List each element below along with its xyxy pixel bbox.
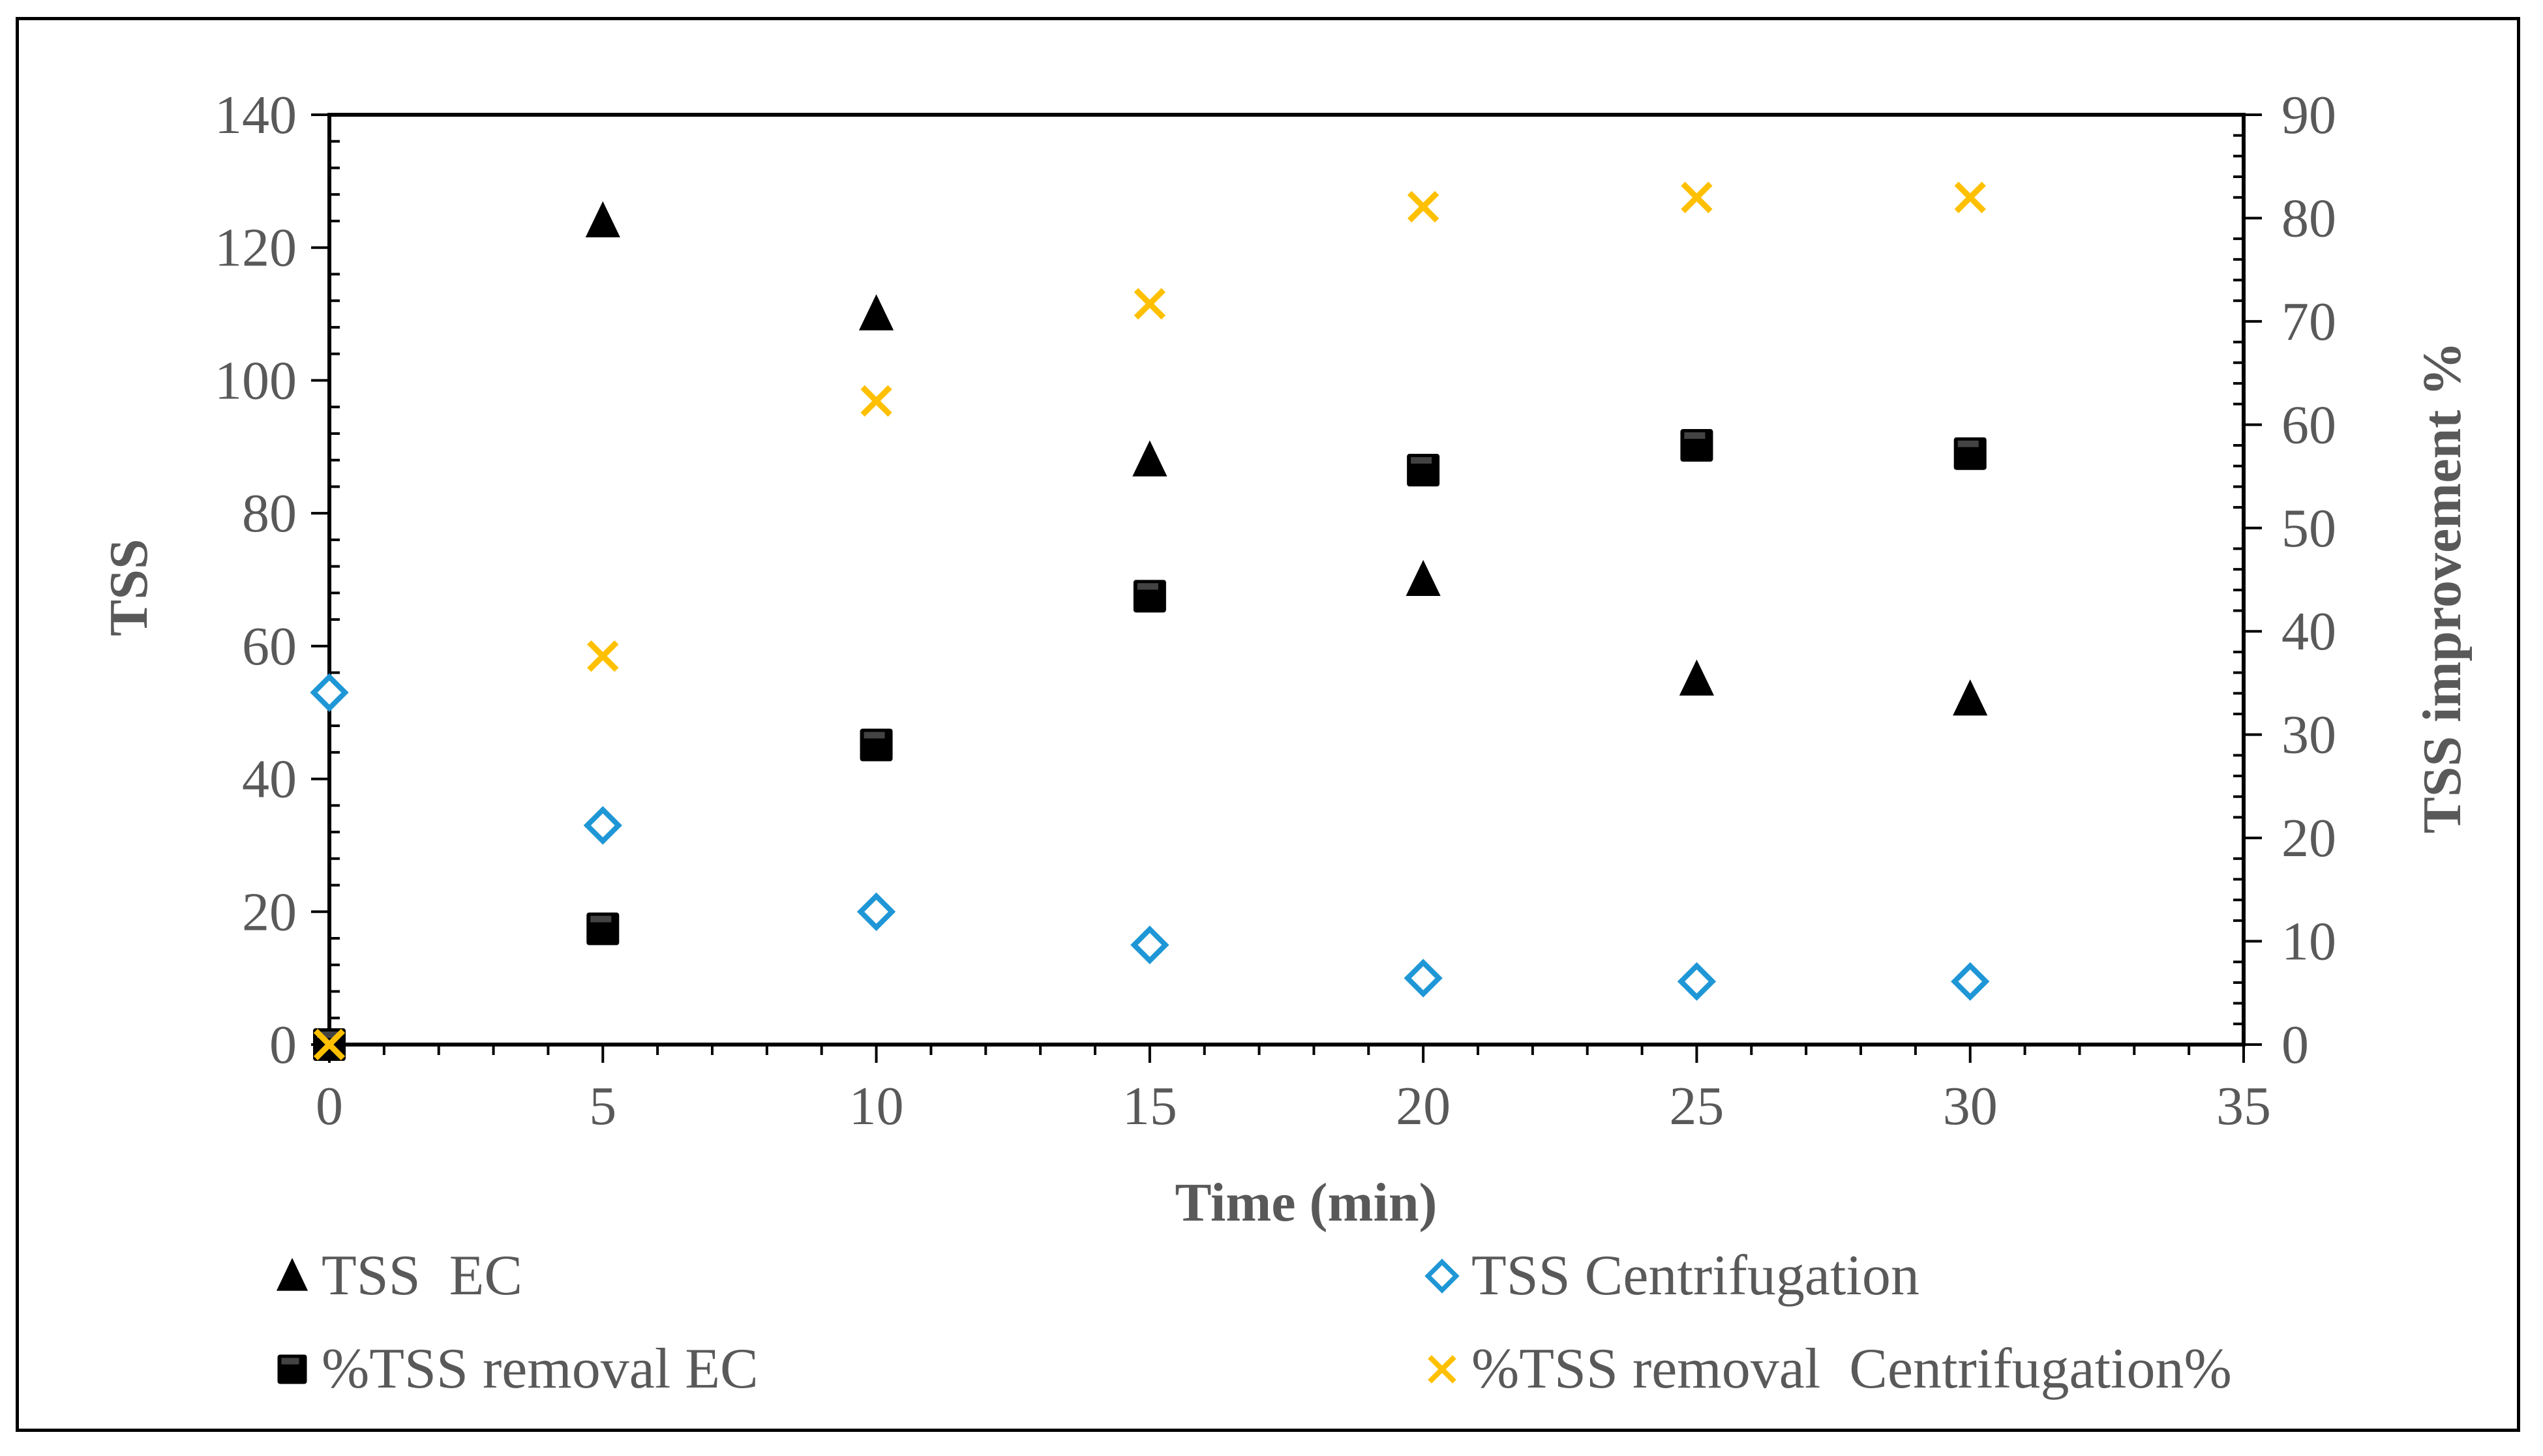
y-tick-label: 0 [269, 1015, 297, 1075]
point-x [1954, 181, 1986, 213]
point-square-highlight [1684, 432, 1706, 439]
point-diamond-open [1130, 925, 1169, 964]
y-tick-label: 20 [242, 882, 297, 942]
legend-marker-x [1428, 1355, 1456, 1384]
point-x-stroke-b [860, 385, 892, 417]
point-x [1407, 190, 1439, 223]
point-square [586, 912, 620, 945]
point-diamond-open [856, 892, 896, 931]
y-axis-title: TSS [98, 539, 159, 636]
point-square [1680, 429, 1713, 462]
axes-layer [311, 113, 2262, 1063]
legend-item: TSS Centrifugation [1424, 1244, 1919, 1307]
y2-tick-label: 0 [2281, 1015, 2309, 1075]
legend-marker-square-highlight [281, 1358, 299, 1365]
point-x-stroke-b [1954, 181, 1986, 213]
y-tick-label: 60 [242, 616, 297, 677]
legend-item: %TSS removal EC [277, 1337, 759, 1401]
y2-tick-label: 40 [2281, 601, 2336, 662]
x-axis-title: Time (min) [1175, 1172, 1437, 1233]
chart-frame [16, 17, 2520, 1432]
x-tick-label: 5 [589, 1076, 616, 1137]
y2-tick-label: 10 [2281, 912, 2336, 972]
point-x [860, 385, 892, 417]
x-tick-label: 0 [316, 1076, 343, 1137]
x-tick-label: 15 [1122, 1076, 1177, 1137]
x-tick-label: 35 [2216, 1076, 2271, 1137]
point-x [1681, 181, 1713, 213]
point-square-highlight [1411, 457, 1432, 464]
point-x-stroke-b [313, 1028, 346, 1061]
point-square-highlight [864, 732, 885, 739]
point-square-highlight [317, 1032, 338, 1038]
point-x-stroke-b [587, 640, 619, 672]
legend-label: TSS EC [322, 1244, 522, 1307]
point-triangle [1953, 679, 1988, 716]
legend-marker-triangle [276, 1258, 308, 1291]
legend-label: TSS Centrifugation [1471, 1244, 1919, 1307]
plot-area-border [327, 113, 2246, 1047]
point-x [1134, 288, 1166, 320]
point-square-highlight [1137, 583, 1158, 590]
legend-label: %TSS removal Centrifugation% [1471, 1337, 2232, 1401]
point-square [860, 728, 893, 762]
point-x [587, 640, 619, 672]
y-tick-label: 140 [215, 85, 297, 145]
point-x-stroke-b [1134, 288, 1166, 320]
y2-tick-label: 70 [2281, 291, 2336, 352]
y-tick-label: 100 [215, 350, 297, 411]
y2-tick-label: 80 [2281, 188, 2336, 248]
label-layer: 0 5 10 15 20 25 30 3502040608010012014001020304… [98, 85, 2473, 1233]
y2-tick-label: 50 [2281, 498, 2336, 559]
data-layer [310, 181, 1990, 1061]
y-tick-label: 40 [242, 749, 297, 810]
point-diamond-open [1951, 962, 1990, 1001]
point-triangle [585, 201, 620, 237]
y2-tick-label: 30 [2281, 705, 2336, 765]
x-tick-label: 25 [1669, 1076, 1724, 1137]
y2-tick-label: 20 [2281, 808, 2336, 869]
point-diamond-open [1404, 958, 1443, 998]
point-triangle [1679, 659, 1715, 696]
legend-item: TSS EC [276, 1244, 522, 1307]
point-square [1407, 454, 1440, 487]
legend: TSS EC TSS Centrifugation %TSS removal EC%… [276, 1244, 2232, 1401]
y-tick-label: 120 [215, 218, 297, 278]
point-x [313, 1028, 346, 1061]
point-diamond-open [310, 673, 349, 712]
point-diamond-open [583, 806, 622, 845]
point-triangle [858, 294, 894, 331]
y2-axis-title: TSS improvement % [2412, 342, 2473, 833]
legend-marker-square [277, 1354, 307, 1384]
point-square [1953, 437, 1987, 470]
point-triangle [1406, 559, 1441, 596]
y-tick-label: 80 [242, 483, 297, 544]
point-x-stroke-b [1407, 190, 1439, 223]
point-diamond-open [1677, 962, 1717, 1001]
legend-marker-x-stroke-b [1428, 1355, 1456, 1384]
legend-item: %TSS removal Centrifugation% [1428, 1337, 2232, 1401]
point-square-highlight [1957, 440, 1979, 447]
y2-tick-label: 90 [2281, 85, 2336, 145]
point-square-highlight [590, 915, 612, 923]
x-tick-label: 30 [1943, 1076, 1998, 1137]
point-square [1133, 580, 1166, 613]
x-tick-label: 10 [849, 1076, 904, 1137]
x-tick-label: 20 [1396, 1076, 1451, 1137]
legend-label: %TSS removal EC [322, 1337, 759, 1401]
legend-marker-diamond-open [1424, 1258, 1460, 1294]
point-triangle [1132, 440, 1167, 477]
y2-tick-label: 60 [2281, 394, 2336, 455]
point-x-stroke-b [1681, 181, 1713, 213]
